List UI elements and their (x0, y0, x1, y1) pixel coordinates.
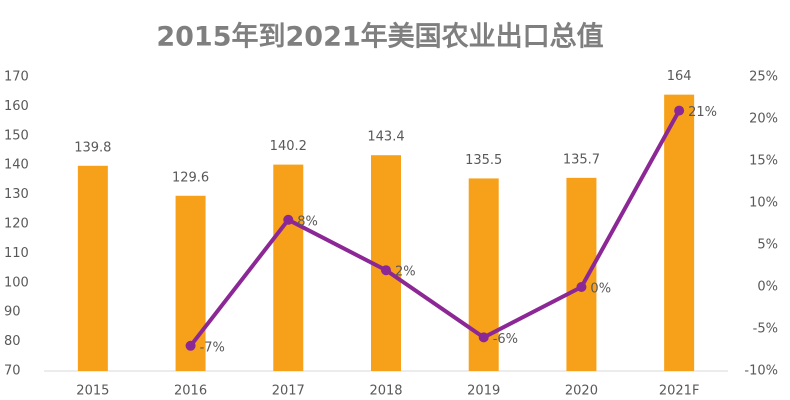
line-point (283, 214, 294, 225)
bar-value-label: 135.7 (563, 152, 600, 167)
y2-tick-label: -10% (744, 364, 778, 379)
y-tick-label: 120 (4, 217, 29, 232)
y-tick-label: 70 (4, 364, 21, 379)
x-tick-label: 2017 (272, 384, 305, 399)
line-value-label: 2% (395, 265, 416, 280)
line-point (381, 265, 391, 276)
line-point (576, 282, 587, 292)
y2-tick-label: 20% (749, 112, 778, 127)
x-tick-label: 2018 (369, 384, 402, 399)
x-tick-label: 2019 (467, 384, 500, 399)
y-tick-label: 140 (4, 158, 29, 173)
line-point (674, 105, 685, 116)
y2-tick-label: 0% (757, 280, 778, 295)
bar-value-label: 135.5 (465, 153, 502, 168)
y-tick-label: 90 (4, 305, 21, 320)
y-tick-label: 100 (4, 275, 29, 290)
x-tick-label: 2015 (76, 384, 109, 399)
x-tick-label: 2020 (565, 384, 598, 399)
y-tick-label: 150 (4, 128, 29, 143)
bar (273, 164, 304, 371)
bar-value-label: 164 (667, 69, 692, 84)
line-value-label: -7% (200, 340, 225, 355)
x-tick-label: 2016 (174, 384, 207, 399)
line-value-label: 21% (688, 105, 717, 120)
y-tick-label: 130 (4, 187, 29, 202)
bar-value-label: 129.6 (172, 170, 209, 185)
line (188, 109, 681, 348)
y2-tick-label: 10% (749, 196, 778, 211)
bar (77, 165, 108, 371)
y-tick-label: 170 (4, 70, 29, 85)
y2-tick-label: 5% (757, 238, 778, 253)
bar-value-label: 139.8 (74, 140, 111, 155)
bar-value-label: 140.2 (270, 139, 307, 154)
y2-tick-label: 25% (749, 70, 778, 85)
x-tick-label: 2021F (659, 384, 700, 399)
chart-title: 2015年到2021年美国农业出口总值 (156, 21, 603, 53)
line-point (478, 332, 489, 343)
y2-tick-label: -5% (753, 322, 778, 337)
line-value-label: -6% (493, 332, 518, 347)
y2-tick-label: 15% (749, 154, 778, 169)
bar (664, 94, 695, 371)
bar (566, 177, 597, 371)
line-point (185, 340, 196, 351)
y-tick-label: 110 (4, 246, 29, 261)
bar-value-label: 143.4 (367, 130, 404, 145)
line-value-label: 0% (590, 282, 611, 297)
line-value-label: 8% (297, 214, 318, 229)
y-tick-label: 160 (4, 99, 29, 114)
y-tick-label: 80 (4, 334, 21, 349)
